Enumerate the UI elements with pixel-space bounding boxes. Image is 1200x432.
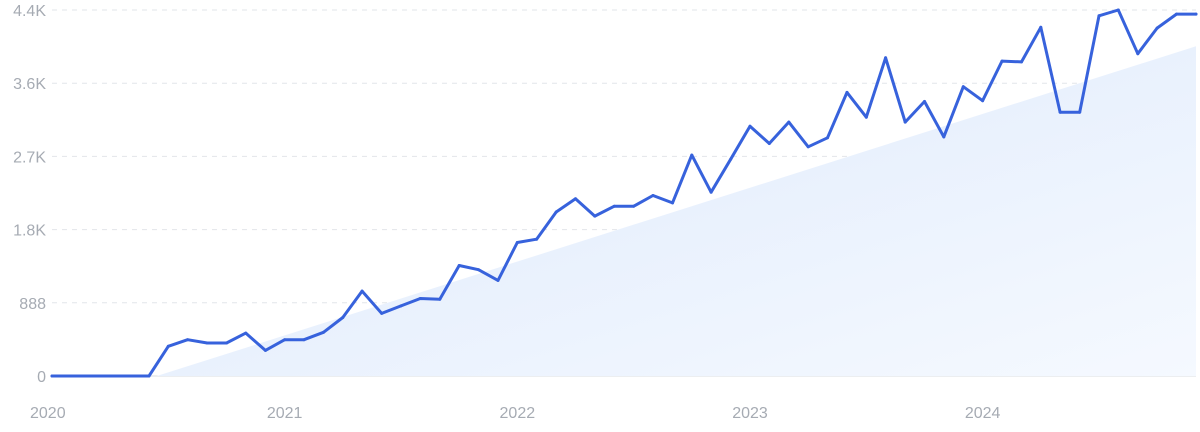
data-point xyxy=(826,136,829,140)
data-point xyxy=(108,374,112,378)
data-point xyxy=(399,304,403,308)
data-point xyxy=(709,190,713,194)
data-point xyxy=(923,100,926,103)
data-point xyxy=(612,204,616,208)
data-point xyxy=(574,197,577,201)
data-point xyxy=(69,374,73,378)
y-axis-labels: 0 888 1.8K 2.7K 3.6K 4.4K xyxy=(13,3,46,386)
data-point xyxy=(671,201,674,205)
data-point xyxy=(593,214,597,218)
data-point xyxy=(166,344,170,348)
data-point xyxy=(477,268,480,272)
data-point xyxy=(981,99,985,103)
data-point xyxy=(729,157,733,161)
data-point xyxy=(942,135,946,139)
data-point xyxy=(554,210,558,214)
y-tick-label: 0 xyxy=(37,369,46,386)
data-point xyxy=(322,330,325,334)
data-point xyxy=(884,56,888,60)
data-point xyxy=(380,311,384,315)
data-point xyxy=(1000,59,1004,63)
data-point xyxy=(244,331,248,335)
data-point xyxy=(787,120,791,124)
data-point xyxy=(438,297,442,301)
trend-fill-area xyxy=(156,46,1196,377)
y-tick-label: 3.6K xyxy=(13,76,46,93)
data-point xyxy=(205,341,209,345)
series-line xyxy=(50,8,1198,378)
x-tick-label: 2023 xyxy=(732,405,768,422)
data-point xyxy=(1058,110,1062,114)
data-point xyxy=(748,124,752,128)
data-point xyxy=(651,194,655,197)
data-point xyxy=(283,338,287,342)
data-point xyxy=(496,278,500,282)
data-point xyxy=(360,289,364,293)
y-tick-label: 4.4K xyxy=(13,3,46,20)
data-point xyxy=(147,374,151,378)
x-tick-label: 2020 xyxy=(30,405,66,422)
data-point xyxy=(457,264,461,267)
x-tick-label: 2024 xyxy=(965,405,1001,422)
data-point xyxy=(128,374,131,378)
data-point xyxy=(225,341,228,345)
data-point xyxy=(632,204,636,208)
data-point xyxy=(1175,12,1178,16)
data-point xyxy=(263,348,267,352)
y-tick-label: 1.8K xyxy=(13,223,46,240)
x-tick-label: 2021 xyxy=(267,405,303,422)
data-point xyxy=(1194,12,1198,16)
data-point xyxy=(806,145,810,149)
data-point xyxy=(302,338,306,342)
data-point xyxy=(1097,14,1101,18)
y-tick-label: 2.7K xyxy=(13,149,46,166)
data-point xyxy=(1039,25,1043,29)
data-point xyxy=(903,120,907,124)
x-tick-label: 2022 xyxy=(500,405,536,422)
data-point xyxy=(418,297,422,300)
y-tick-label: 888 xyxy=(19,296,46,313)
data-point xyxy=(767,142,771,145)
data-point xyxy=(515,241,519,244)
data-point xyxy=(961,85,965,89)
series-line-layer xyxy=(50,8,1198,378)
data-point xyxy=(186,338,190,342)
x-axis-labels: 2020 2021 2022 2023 2024 xyxy=(30,405,1001,422)
data-point xyxy=(535,237,539,241)
data-point xyxy=(1020,60,1023,64)
data-point xyxy=(1078,110,1082,114)
data-point xyxy=(845,90,849,94)
data-point xyxy=(690,153,694,157)
trend-fill xyxy=(156,46,1196,377)
data-point xyxy=(50,374,54,378)
data-point xyxy=(341,316,345,319)
data-point xyxy=(1116,8,1120,12)
data-point xyxy=(1155,26,1159,30)
data-point xyxy=(1136,52,1140,56)
data-point xyxy=(864,115,868,119)
data-point xyxy=(89,374,93,378)
